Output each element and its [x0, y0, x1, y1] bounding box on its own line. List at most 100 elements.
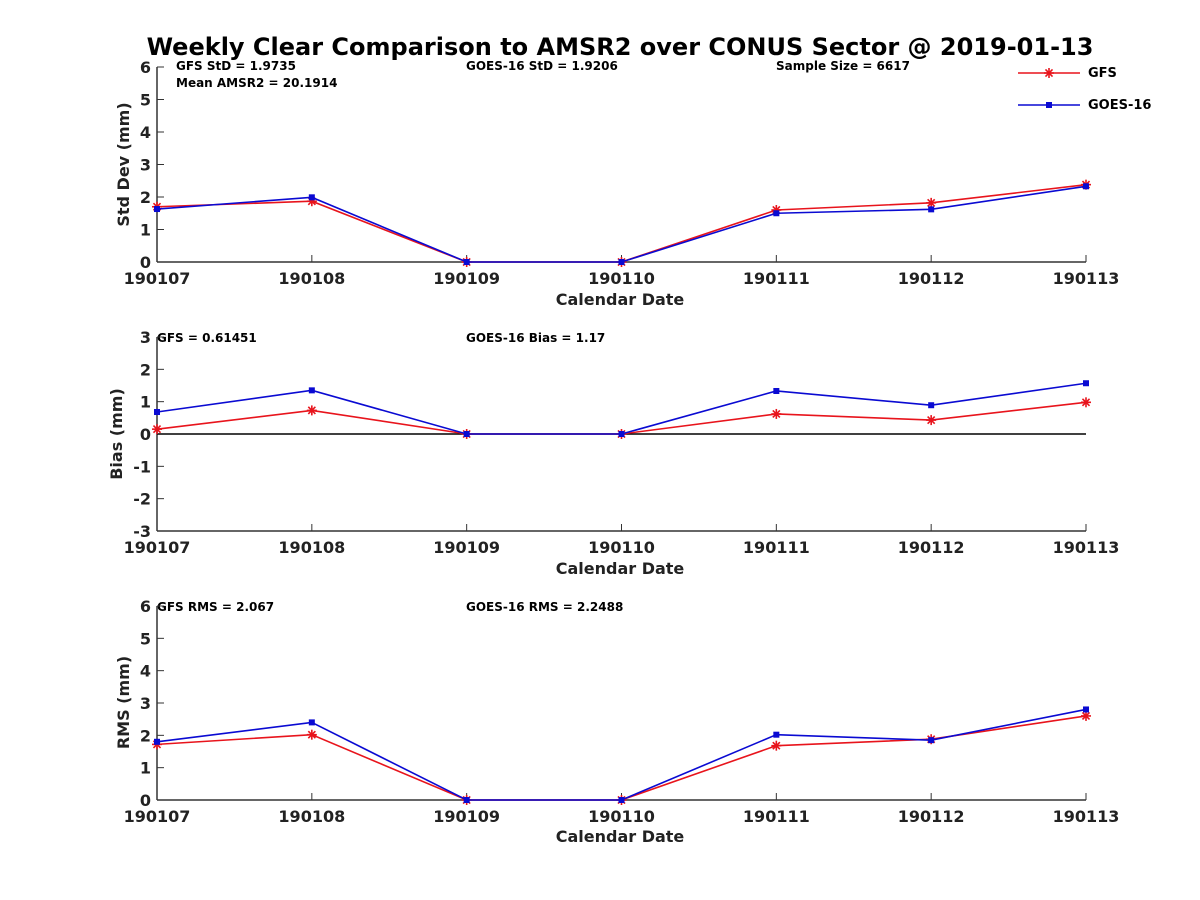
data-point-goes-16 [618, 431, 625, 437]
y-tick-label: 4 [140, 662, 151, 681]
data-point-goes-16 [308, 194, 315, 201]
data-point-goes-16 [308, 387, 315, 394]
y-tick-label: 1 [140, 393, 151, 412]
data-point-gfs [152, 424, 162, 435]
data-point-goes-16 [463, 797, 470, 803]
data-point-goes-16 [308, 719, 315, 726]
y-tick-label: 6 [140, 597, 151, 616]
x-axis-label: Calendar Date [556, 559, 685, 578]
y-tick-label: 1 [140, 221, 151, 240]
legend-label-goes16: GOES-16 [1088, 98, 1151, 113]
panel-std-dev: GFS StD = 1.9735 Mean AMSR2 = 20.1914 GO… [114, 58, 1119, 309]
series-line-goes-16 [156, 185, 1087, 263]
annotation-goes16-rms: GOES-16 RMS = 2.2488 [466, 600, 623, 614]
data-point-goes-16 [1083, 183, 1089, 190]
annotation-sample-size: Sample Size = 6617 [776, 59, 910, 73]
y-tick-label: 0 [140, 253, 151, 272]
y-tick-label: -1 [133, 457, 151, 476]
y-tick-label: 5 [140, 91, 151, 110]
series-line-gfs [156, 715, 1087, 801]
legend-label-gfs: GFS [1088, 66, 1117, 81]
x-tick-label: 190108 [278, 807, 345, 826]
data-point-goes-16 [1083, 706, 1089, 713]
data-point-goes-16 [773, 387, 780, 394]
data-point-gfs [926, 197, 937, 208]
annotation-gfs-std: GFS StD = 1.9735 [176, 59, 296, 73]
y-tick-label: 3 [140, 156, 151, 175]
data-point-goes-16 [463, 259, 470, 265]
x-tick-label: 190109 [433, 807, 500, 826]
legend-marker-goes16 [1046, 102, 1052, 108]
data-point-goes-16 [773, 731, 780, 738]
x-tick-label: 190111 [743, 538, 810, 557]
data-point-goes-16 [154, 738, 160, 745]
series-line-goes-16 [156, 708, 1087, 801]
y-tick-label: -2 [133, 490, 151, 509]
data-point-goes-16 [928, 737, 935, 744]
data-point-gfs [771, 740, 782, 751]
legend-marker-gfs [1044, 68, 1054, 78]
y-axis-label: RMS (mm) [114, 656, 133, 749]
data-point-goes-16 [618, 797, 625, 803]
y-tick-label: -3 [133, 522, 151, 541]
legend-marker [1046, 102, 1052, 108]
y-axis-label: Bias (mm) [107, 388, 126, 480]
data-point-gfs [1081, 710, 1091, 721]
series-line-gfs [156, 183, 1087, 263]
x-tick-label: 190113 [1053, 269, 1120, 288]
x-tick-label: 190107 [124, 269, 191, 288]
data-point-goes-16 [773, 210, 780, 217]
annotation-goes16-bias: GOES-16 Bias = 1.17 [466, 331, 605, 345]
x-tick-label: 190111 [743, 269, 810, 288]
annotation-goes16-std: GOES-16 StD = 1.9206 [466, 59, 618, 73]
x-tick-label: 190112 [898, 538, 965, 557]
data-point-gfs [771, 408, 782, 419]
data-point-gfs [926, 415, 937, 426]
x-tick-label: 190110 [588, 538, 655, 557]
y-tick-label: 1 [140, 759, 151, 778]
x-tick-label: 190107 [124, 538, 191, 557]
data-point-goes-16 [154, 409, 160, 416]
x-tick-label: 190110 [588, 807, 655, 826]
data-point-goes-16 [618, 259, 625, 265]
series-line-goes-16 [156, 382, 1087, 435]
x-tick-label: 190108 [278, 538, 345, 557]
x-tick-label: 190109 [433, 269, 500, 288]
x-tick-label: 190111 [743, 807, 810, 826]
x-tick-label: 190113 [1053, 807, 1120, 826]
x-axis-label: Calendar Date [556, 290, 685, 309]
data-point-goes-16 [154, 206, 160, 213]
annotation-gfs-rms: GFS RMS = 2.067 [157, 600, 274, 614]
annotation-mean-amsr2: Mean AMSR2 = 20.1914 [176, 76, 337, 90]
y-tick-label: 0 [140, 791, 151, 810]
y-tick-label: 5 [140, 629, 151, 648]
panel-rms: GFS RMS = 2.067 GOES-16 RMS = 2.2488 Cal… [114, 597, 1119, 846]
x-tick-label: 190109 [433, 538, 500, 557]
y-tick-label: 4 [140, 123, 151, 142]
y-tick-label: 6 [140, 58, 151, 77]
data-point-gfs [1081, 397, 1091, 408]
y-tick-label: 2 [140, 360, 151, 379]
data-point-goes-16 [928, 402, 935, 409]
x-axis-label: Calendar Date [556, 827, 685, 846]
y-tick-label: 3 [140, 694, 151, 713]
legend-marker [1044, 68, 1054, 78]
y-tick-label: 3 [140, 328, 151, 347]
y-tick-label: 0 [140, 425, 151, 444]
annotation-gfs-bias: GFS = 0.61451 [157, 331, 257, 345]
data-point-gfs [306, 729, 317, 740]
x-tick-label: 190107 [124, 807, 191, 826]
data-point-gfs [306, 405, 317, 416]
x-tick-label: 190112 [898, 269, 965, 288]
y-tick-label: 2 [140, 726, 151, 745]
legend: GFS GOES-16 [1018, 66, 1151, 113]
x-tick-label: 190108 [278, 269, 345, 288]
panel-bias: GFS = 0.61451 GOES-16 Bias = 1.17 Calend… [107, 328, 1119, 578]
data-point-goes-16 [463, 431, 470, 437]
x-tick-label: 190113 [1053, 538, 1120, 557]
y-axis-label: Std Dev (mm) [114, 102, 133, 226]
x-tick-label: 190112 [898, 807, 965, 826]
data-point-goes-16 [928, 206, 935, 213]
data-point-goes-16 [1083, 380, 1089, 387]
